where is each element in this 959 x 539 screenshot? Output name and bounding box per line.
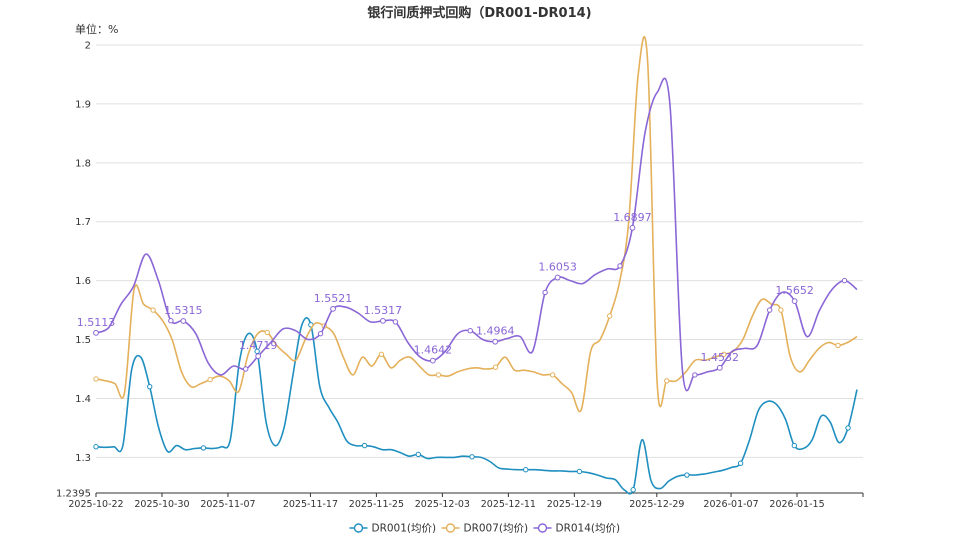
y-tick-label: 1.2395: [56, 489, 91, 500]
data-point: [361, 442, 368, 449]
data-point: [469, 454, 475, 460]
y-tick-label: 1.4: [75, 394, 91, 405]
legend-label: DR014(均价): [556, 523, 621, 535]
data-point: [467, 328, 473, 334]
data-label: 1.4719: [239, 339, 278, 352]
data-label: 1.5521: [314, 292, 353, 305]
data-label: 1.4642: [414, 344, 453, 357]
y-tick-label: 2: [85, 41, 91, 52]
x-tick-label: 2025-10-30: [134, 499, 189, 510]
legend-label: DR001(均价): [372, 523, 437, 535]
axes: 1.2395 1.3 1.4 1.5 1.6 1.7 1.8 1.9 2 2025-10-22 20…: [56, 41, 864, 510]
data-point: [721, 351, 727, 357]
data-point: [93, 329, 99, 336]
x-tick-label: 2025-12-03: [415, 499, 470, 510]
data-labels: 1.5113 1.5315 1.4719 1.5521 1.5317 1.4642 1.49…: [77, 211, 814, 371]
grid-lines: [96, 44, 863, 494]
data-point: [630, 487, 636, 493]
data-point: [576, 468, 583, 475]
data-point: [415, 451, 422, 458]
data-point: [147, 383, 153, 390]
data-point: [392, 319, 399, 325]
series-line-1: [95, 317, 858, 495]
data-label: 1.5315: [164, 304, 203, 317]
x-tick-label: 2025-12-19: [547, 499, 602, 510]
data-point: [492, 338, 499, 345]
data-point: [617, 263, 623, 269]
data-point: [692, 372, 698, 378]
legend[interactable]: DR001(均价) DR007(均价) DR014(均价): [349, 523, 621, 535]
data-point: [429, 357, 436, 364]
data-point: [93, 444, 99, 450]
x-tick-label: 2025-11-25: [349, 499, 404, 510]
data-point: [255, 353, 262, 359]
data-point: [378, 351, 385, 357]
x-tick-label: 2026-01-15: [769, 499, 824, 510]
data-point: [766, 307, 773, 313]
legend-label: DR007(均价): [464, 523, 529, 535]
data-label: 1.5317: [364, 304, 403, 317]
data-point: [523, 467, 529, 473]
y-tick-label: 1.6: [75, 276, 91, 287]
data-point: [264, 329, 270, 336]
legend-item[interactable]: DR001(均价): [349, 523, 437, 535]
data-point: [492, 364, 499, 370]
x-tick-label: 2025-11-17: [283, 499, 338, 510]
unit-label: 单位：%: [75, 23, 119, 36]
data-label: 1.5113: [77, 316, 116, 329]
data-point: [845, 425, 851, 431]
data-label: 1.5652: [775, 284, 814, 297]
series-lines: [93, 35, 858, 495]
data-point: [791, 442, 798, 449]
data-label: 1.4532: [701, 351, 740, 364]
data-point: [380, 317, 386, 324]
x-tick-label: 2025-10-22: [68, 499, 123, 510]
data-point: [778, 307, 784, 313]
data-point: [549, 372, 556, 378]
data-point: [542, 289, 548, 296]
data-label: 1.4964: [476, 325, 515, 338]
y-tick-label: 1.8: [75, 158, 91, 169]
data-point: [684, 472, 690, 478]
data-point: [93, 376, 99, 382]
data-point: [207, 376, 213, 383]
x-tick-label: 2025-12-11: [481, 499, 536, 510]
data-point: [835, 342, 841, 349]
data-point: [200, 445, 207, 451]
data-point: [791, 298, 798, 305]
data-point: [168, 317, 174, 324]
legend-marker: [537, 523, 548, 533]
y-tick-label: 1.3: [75, 453, 91, 464]
data-point: [716, 364, 723, 371]
data-point: [150, 307, 156, 313]
data-point: [841, 277, 848, 284]
legend-marker: [445, 523, 456, 533]
legend-item[interactable]: DR007(均价): [441, 523, 529, 535]
x-tick-label: 2025-11-07: [200, 499, 255, 510]
y-tick-label: 1.5: [75, 335, 91, 346]
data-point: [629, 224, 636, 231]
x-tick-label: 2025-12-29: [629, 499, 684, 510]
data-point: [606, 313, 613, 319]
data-point: [330, 305, 336, 312]
series-line-2: [95, 35, 858, 413]
data-point: [317, 330, 324, 337]
x-tick-label: 2026-01-07: [703, 499, 758, 510]
data-label: 1.6897: [613, 211, 652, 224]
data-point: [554, 274, 561, 281]
chart-title: 银行间质押式回购（DR001-DR014): [367, 6, 592, 21]
data-point: [435, 372, 442, 378]
y-tick-label: 1.9: [75, 99, 91, 110]
data-point: [737, 460, 744, 466]
legend-item[interactable]: DR014(均价): [533, 523, 621, 535]
data-point: [180, 318, 187, 324]
data-label: 1.6053: [538, 261, 577, 274]
legend-marker: [353, 523, 364, 533]
data-point: [243, 366, 249, 372]
data-point: [664, 378, 670, 384]
series-line-3: [95, 77, 858, 392]
y-tick-label: 1.7: [75, 217, 91, 228]
